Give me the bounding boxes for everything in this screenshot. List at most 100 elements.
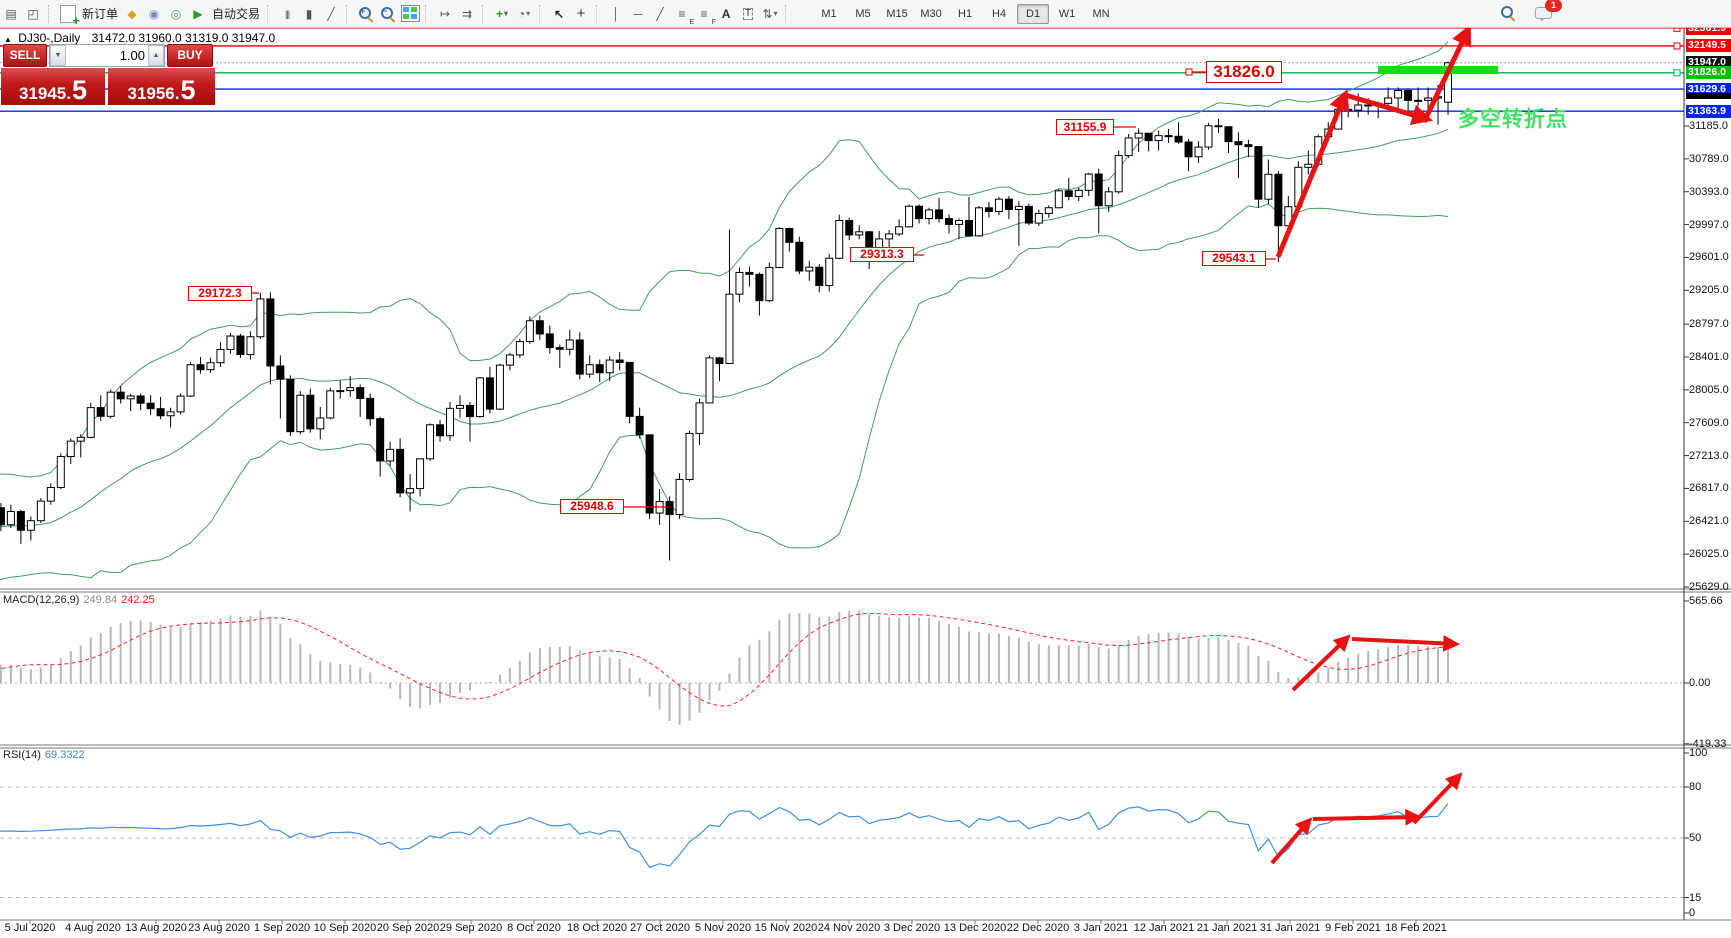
new-order-icon[interactable] <box>58 4 80 28</box>
candle <box>1214 125 1223 128</box>
trend-arrow-annotation[interactable] <box>1344 92 1434 125</box>
candle <box>116 391 125 400</box>
candle <box>585 364 594 375</box>
candle <box>1094 173 1103 207</box>
add-indicator-icon[interactable]: + ▾ <box>496 6 509 21</box>
autotrade-icon[interactable]: ▶ <box>193 6 203 21</box>
price-tag-annotation[interactable]: 25948.6 <box>560 499 624 514</box>
chart-ohlc-values: 31472.0 31960.0 31319.0 31947.0 <box>91 31 276 45</box>
timeframe-m30[interactable]: M30 <box>920 7 942 20</box>
timeframe-m1[interactable]: M1 <box>821 7 837 20</box>
line-chart-icon[interactable]: ╱ <box>327 6 335 21</box>
date-axis-label: 23 Aug 2020 <box>188 922 250 934</box>
trend-arrow-annotation[interactable] <box>1270 817 1313 865</box>
timeframe-h1[interactable]: H1 <box>958 7 973 20</box>
price-tag-annotation[interactable]: 29313.3 <box>850 247 914 262</box>
sell-price-box[interactable]: 31945. 5 <box>1 68 105 105</box>
price-axis-tick: 26817.0 <box>1689 482 1729 495</box>
bar-chart-icon[interactable]: ||| <box>285 8 290 19</box>
channel-icon[interactable]: ≡ F <box>700 6 717 26</box>
date-axis-label: 31 Jan 2021 <box>1259 922 1321 934</box>
candle <box>1204 125 1213 148</box>
macd-indicator-label: MACD(12,26,9) 249.84 242.25 <box>3 594 155 606</box>
volume-increase-button[interactable]: ▲ <box>148 45 164 66</box>
candle <box>1034 213 1043 224</box>
chat-icon[interactable]: 1 <box>1533 0 1562 23</box>
candle <box>296 394 305 433</box>
candle <box>406 488 415 494</box>
buy-button[interactable]: BUY <box>167 44 213 67</box>
line-handle[interactable] <box>1673 69 1681 77</box>
candle <box>715 357 724 364</box>
timeframe-h4[interactable]: H4 <box>992 7 1007 20</box>
candlestick-chart-icon[interactable]: ▮ <box>305 6 313 21</box>
chart-window-icon[interactable]: ▤ <box>5 6 17 21</box>
volume-decrease-button[interactable]: ▼ <box>50 45 66 66</box>
chart-shift-icon[interactable]: ↦ <box>440 6 451 21</box>
volume-input[interactable] <box>66 45 148 66</box>
signals-icon[interactable]: ◎ <box>170 6 182 21</box>
price-axis-tick: 27213.0 <box>1689 449 1729 462</box>
horizontal-line-icon[interactable]: ─ <box>633 6 643 21</box>
highlight-bar-annotation[interactable] <box>1378 66 1498 74</box>
candle <box>56 456 65 489</box>
turning-point-annotation[interactable]: 多空转折点 <box>1458 108 1568 131</box>
timeframe-m5[interactable]: M5 <box>855 7 871 20</box>
candle <box>1394 89 1403 99</box>
trend-arrow-annotation[interactable] <box>1421 24 1472 124</box>
candle <box>326 390 335 419</box>
price-axis-tick: 30789.0 <box>1689 152 1729 165</box>
price-tag-annotation[interactable]: 29172.3 <box>188 286 252 301</box>
candle <box>166 411 175 417</box>
period-clock-icon[interactable]: ◔ ▾ <box>517 6 531 21</box>
timeframe-m15[interactable]: M15 <box>886 7 908 20</box>
arrows-tool-icon[interactable]: ⇅ ▾ <box>762 6 778 21</box>
candle <box>855 231 864 236</box>
macd-main-value: 249.84 <box>83 594 118 606</box>
price-tag-annotation[interactable]: 31155.9 <box>1056 119 1114 135</box>
tile-windows-icon[interactable] <box>400 4 420 24</box>
candle <box>146 402 155 410</box>
bollinger-band <box>0 128 1449 528</box>
trend-arrow-annotation[interactable] <box>1312 808 1423 826</box>
search-icon[interactable] <box>1498 3 1518 23</box>
zoom-out-icon[interactable]: − <box>378 4 398 24</box>
text-icon[interactable]: A <box>721 6 731 21</box>
market-icon[interactable]: ◉ <box>148 6 160 21</box>
trendline-icon[interactable]: ╱ <box>656 6 664 21</box>
price-tag-annotation[interactable]: 31826.0 <box>1206 61 1282 83</box>
auto-scroll-icon[interactable]: ⇉ <box>462 6 473 21</box>
crosshair-icon[interactable]: + <box>576 5 586 22</box>
price-axis-tick: 29997.0 <box>1689 218 1729 231</box>
buy-price-box[interactable]: 31956. 5 <box>108 68 215 105</box>
line-handle[interactable] <box>1673 42 1681 50</box>
vertical-line-icon[interactable]: │ <box>612 6 620 21</box>
text-label-icon[interactable]: T <box>742 7 754 20</box>
metaeditor-icon[interactable]: ◆ <box>127 6 137 21</box>
timeframe-mn[interactable]: MN <box>1092 7 1110 20</box>
trend-arrow-annotation[interactable] <box>1412 772 1463 825</box>
candle <box>735 271 744 295</box>
timeframe-d1[interactable]: D1 <box>1017 3 1050 24</box>
toolbar-separator <box>539 4 544 23</box>
data-window-icon[interactable]: ◰ <box>27 6 39 21</box>
date-axis-label: 1 Sep 2020 <box>253 922 311 934</box>
timeframe-w1[interactable]: W1 <box>1058 7 1076 20</box>
new-order-label[interactable]: 新订单 <box>82 7 119 21</box>
cursor-icon[interactable]: ↖ <box>554 6 565 21</box>
fibonacci-icon[interactable]: ≡ E <box>678 6 695 26</box>
sell-button[interactable]: SELL <box>3 44 47 67</box>
date-axis-label: 4 Aug 2020 <box>65 922 121 934</box>
trend-arrow-annotation[interactable] <box>1275 89 1350 258</box>
autotrade-label[interactable]: 自动交易 <box>212 7 261 21</box>
trend-arrow-annotation[interactable] <box>1351 635 1461 652</box>
trend-arrow-annotation[interactable] <box>1291 634 1351 692</box>
candle <box>805 266 814 272</box>
candle <box>176 395 185 413</box>
price-tag-annotation[interactable]: 29543.1 <box>1202 251 1266 266</box>
candle <box>1164 135 1173 138</box>
zoom-in-icon[interactable]: + <box>356 4 376 24</box>
candle <box>915 205 924 220</box>
candle <box>925 209 934 220</box>
